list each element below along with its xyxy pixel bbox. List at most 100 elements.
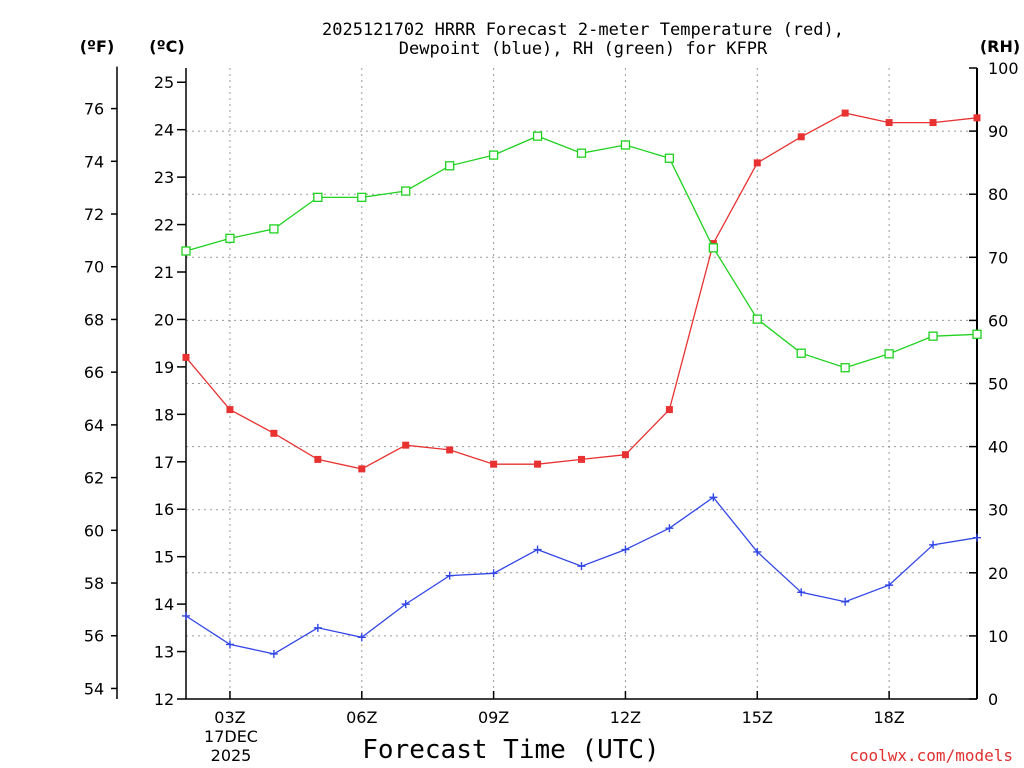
- dewpoint-point: [489, 569, 498, 578]
- dewpoint-point: [182, 611, 190, 620]
- x-tick-label: 18Z: [873, 708, 904, 727]
- celsius-tick-label: 14: [154, 595, 174, 614]
- dewpoint-point: [929, 540, 938, 549]
- dewpoint-point: [313, 623, 322, 632]
- dewpoint-point: [797, 588, 806, 597]
- dewpoint-point: [665, 524, 674, 533]
- dewpoint-point: [709, 493, 718, 502]
- chart-title-line-2: Dewpoint (blue), RH (green) for KFPR: [399, 39, 768, 59]
- fahrenheit-tick-label: 66: [84, 363, 104, 382]
- fahrenheit-tick-label: 56: [84, 627, 104, 646]
- rh-point: [664, 153, 675, 163]
- rh-point: [488, 150, 499, 160]
- fahrenheit-tick-label: 72: [84, 205, 104, 224]
- fahrenheit-tick-label: 68: [84, 310, 104, 329]
- celsius-tick-label: 19: [154, 358, 174, 377]
- dewpoint-point: [621, 545, 630, 554]
- dewpoint-line: [185, 496, 978, 655]
- rh-point: [796, 348, 806, 358]
- rh-line: [185, 135, 978, 369]
- rh-tick-label: 100: [988, 59, 1019, 78]
- dewpoint-point: [357, 633, 366, 642]
- temperature-point: [841, 109, 849, 117]
- rh-unit-label: (RH): [980, 37, 1020, 56]
- fahrenheit-tick-label: 62: [84, 469, 104, 488]
- dewpoint-point: [269, 649, 278, 658]
- fahrenheit-tick-label: 60: [84, 521, 104, 540]
- rh-point: [357, 192, 367, 203]
- temperature-point: [885, 119, 893, 127]
- dewpoint-point: [885, 581, 894, 590]
- rh-point: [532, 131, 543, 141]
- credit-text: coolwx.com/models: [849, 746, 1013, 765]
- celsius-tick-label: 16: [154, 500, 174, 519]
- celsius-tick-label: 13: [154, 643, 174, 662]
- rh-point: [225, 233, 235, 244]
- temperature-point: [621, 451, 629, 459]
- fahrenheit-tick-label: 74: [84, 152, 104, 171]
- dewpoint-point: [401, 600, 410, 609]
- temperature-point: [753, 159, 761, 167]
- temperature-point: [270, 429, 278, 437]
- rh-point: [313, 192, 323, 203]
- x-tick-label: 15Z: [742, 708, 773, 727]
- dewpoint-point: [841, 597, 850, 606]
- dewpoint-point: [577, 562, 586, 571]
- chart-title-line-1: 2025121702 HRRR Forecast 2-meter Tempera…: [322, 20, 844, 40]
- rh-tick-label: 30: [988, 501, 1008, 520]
- fahrenheit-unit-label: (ºF): [80, 37, 115, 56]
- temperature-point: [402, 441, 410, 449]
- rh-tick-label: 50: [988, 375, 1008, 394]
- celsius-unit-label: (ºC): [149, 37, 184, 56]
- x-tick-label: 09Z: [478, 708, 509, 727]
- rh-point: [269, 224, 279, 234]
- rh-point: [445, 161, 455, 171]
- temperature-point: [314, 455, 322, 463]
- rh-point: [181, 246, 191, 256]
- celsius-tick-label: 24: [154, 121, 174, 140]
- rh-tick-label: 70: [988, 248, 1008, 267]
- rh-tick-label: 60: [988, 311, 1008, 330]
- celsius-tick-label: 25: [154, 73, 174, 92]
- fahrenheit-tick-label: 58: [84, 574, 104, 593]
- rh-tick-label: 90: [988, 122, 1008, 141]
- x-tick-label: 03Z: [214, 708, 245, 727]
- fahrenheit-tick-label: 64: [84, 416, 104, 435]
- dewpoint-point: [533, 545, 542, 554]
- rh-point: [840, 363, 850, 373]
- celsius-tick-label: 22: [154, 216, 174, 235]
- temperature-point: [665, 406, 673, 414]
- dewpoint-point: [225, 640, 234, 649]
- rh-point: [576, 148, 587, 158]
- dewpoint-point: [753, 547, 762, 556]
- rh-tick-label: 80: [988, 185, 1008, 204]
- series-layer: [181, 109, 982, 658]
- temperature-point: [797, 133, 805, 141]
- rh-point: [884, 349, 894, 359]
- temperature-point: [226, 406, 234, 414]
- celsius-tick-label: 23: [154, 168, 174, 187]
- celsius-tick-label: 21: [154, 263, 174, 282]
- celsius-tick-label: 15: [154, 548, 174, 567]
- x-tick-label: 06Z: [346, 708, 377, 727]
- rh-tick-label: 0: [988, 690, 998, 709]
- rh-tick-label: 20: [988, 564, 1008, 583]
- temperature-point: [358, 465, 366, 473]
- date-label-year: 2025: [211, 746, 252, 765]
- date-label-day: 17DEC: [204, 727, 258, 746]
- grid-lines: [186, 68, 977, 699]
- temperature-point: [446, 446, 454, 454]
- celsius-tick-label: 18: [154, 405, 174, 424]
- x-tick-label: 12Z: [610, 708, 641, 727]
- temperature-point: [973, 114, 981, 122]
- celsius-tick-label: 17: [154, 453, 174, 472]
- rh-point: [752, 314, 762, 324]
- temperature-point: [182, 353, 190, 361]
- rh-point: [401, 186, 411, 196]
- temperature-point: [578, 455, 585, 463]
- fahrenheit-tick-label: 54: [84, 679, 104, 698]
- dewpoint-point: [973, 533, 981, 542]
- rh-point: [708, 243, 718, 253]
- celsius-tick-label: 20: [154, 310, 174, 329]
